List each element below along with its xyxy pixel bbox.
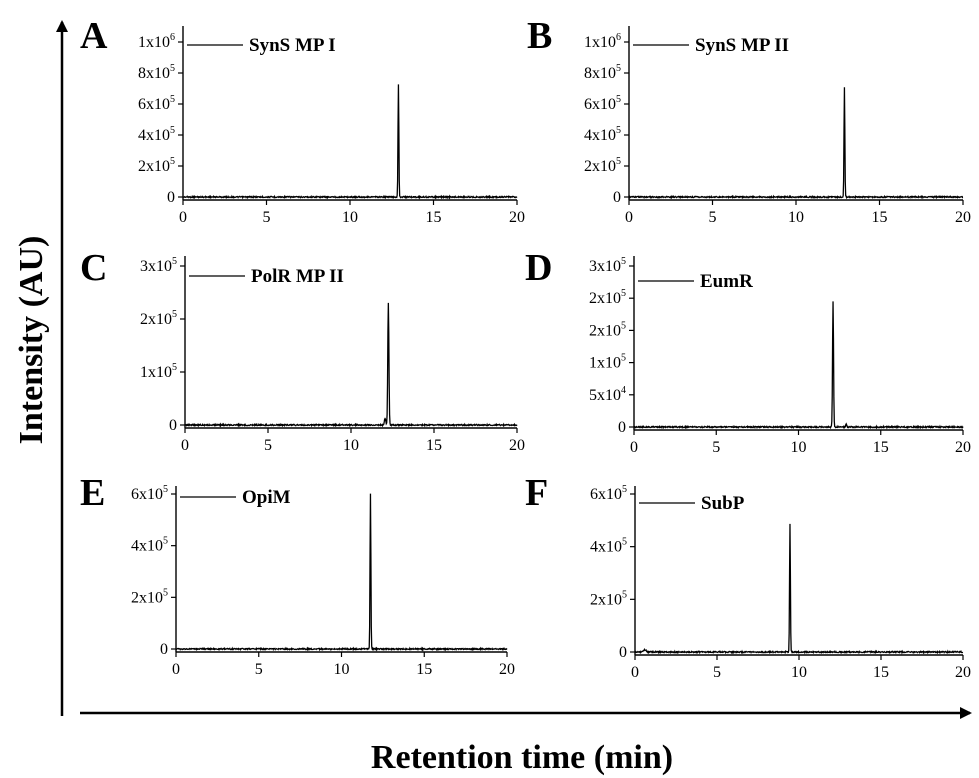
y-tick-label: 6x105 — [584, 94, 621, 113]
y-tick-label: 3x105 — [140, 256, 177, 275]
x-tick-label: 20 — [955, 439, 971, 456]
x-tick-label: 0 — [631, 664, 639, 681]
x-tick-label: 10 — [342, 209, 358, 226]
y-tick-label: 2x105 — [589, 288, 626, 307]
y-tick-label: 1x105 — [589, 353, 626, 372]
x-tick-label: 20 — [509, 209, 525, 226]
x-tick-label: 15 — [426, 437, 442, 454]
x-tick-label: 20 — [955, 209, 971, 226]
y-tick-label: 4x105 — [131, 536, 168, 555]
y-tick-label: 2x105 — [140, 309, 177, 328]
y-tick-label: 0 — [160, 641, 168, 658]
x-tick-label: 0 — [179, 209, 187, 226]
x-tick-label: 10 — [791, 664, 807, 681]
y-tick-label: 4x105 — [138, 125, 175, 144]
y-tick-label: 2x105 — [131, 587, 168, 606]
x-tick-label: 5 — [264, 437, 272, 454]
y-tick-label: 2x105 — [589, 320, 626, 339]
y-tick-label: 3x105 — [589, 256, 626, 275]
x-tick-label: 0 — [630, 439, 638, 456]
x-axis-title: Retention time (min) — [371, 739, 673, 776]
panel-letter: D — [525, 247, 552, 289]
panel-letter: E — [80, 472, 105, 514]
series-label: SynS MP I — [249, 35, 336, 56]
x-tick-label: 5 — [713, 664, 721, 681]
x-tick-label: 20 — [499, 661, 515, 678]
series-label: SubP — [701, 493, 745, 514]
x-tick-label: 0 — [172, 661, 180, 678]
x-tick-label: 10 — [334, 661, 350, 678]
y-tick-label: 6x105 — [590, 484, 627, 503]
x-tick-label: 5 — [255, 661, 263, 678]
x-tick-label: 10 — [343, 437, 359, 454]
y-tick-label: 1x105 — [140, 362, 177, 381]
y-tick-label: 6x105 — [138, 94, 175, 113]
chromatogram-trace — [183, 84, 517, 197]
x-tick-label: 20 — [509, 437, 525, 454]
y-tick-label: 2x105 — [584, 156, 621, 175]
x-tick-label: 0 — [181, 437, 189, 454]
panel-letter: B — [527, 15, 552, 57]
series-label: PolR MP II — [251, 266, 344, 287]
chromatogram-trace — [635, 524, 963, 653]
y-tick-label: 4x105 — [590, 537, 627, 556]
y-tick-label: 0 — [618, 419, 626, 436]
y-tick-label: 1x106 — [584, 32, 621, 51]
x-tick-label: 5 — [712, 439, 720, 456]
y-tick-label: 2x105 — [590, 589, 627, 608]
x-tick-label: 0 — [625, 209, 633, 226]
panel-d: 0 5 10 15 20 0 5x104 1x105 2x105 2x105 3x105 D EumR — [525, 247, 971, 456]
x-tick-label: 15 — [872, 209, 888, 226]
panel-letter: A — [80, 15, 108, 57]
panel-b: 0 5 10 15 20 0 2x105 4x105 6x105 8x105 1x106 B SynS … — [527, 15, 971, 226]
x-tick-label: 10 — [788, 209, 804, 226]
chromatogram-trace — [185, 303, 517, 426]
x-tick-label: 15 — [426, 209, 442, 226]
chromatogram-trace — [629, 87, 963, 197]
y-tick-label: 2x105 — [138, 156, 175, 175]
y-tick-label: 8x105 — [138, 63, 175, 82]
x-tick-label: 20 — [955, 664, 971, 681]
y-tick-label: 6x105 — [131, 484, 168, 503]
panel-c: 0 5 10 15 20 0 1x105 2x105 3x105 C PolR MP II — [80, 247, 525, 454]
chromatogram-trace — [634, 301, 963, 427]
y-tick-label: 1x106 — [138, 32, 175, 51]
panel-letter: C — [80, 247, 107, 289]
panel-letter: F — [525, 472, 548, 514]
y-axis-title: Intensity (AU) — [13, 236, 50, 445]
x-tick-label: 5 — [263, 209, 271, 226]
y-tick-label: 0 — [167, 189, 175, 206]
series-label: EumR — [700, 271, 753, 292]
y-tick-label: 5x104 — [589, 385, 626, 404]
y-tick-label: 0 — [169, 417, 177, 434]
series-label: OpiM — [242, 487, 291, 508]
x-tick-label: 15 — [416, 661, 432, 678]
x-tick-label: 10 — [791, 439, 807, 456]
panels: 0 5 10 15 20 0 2x105 4x105 6x105 8x105 1x106 A SynS … — [80, 15, 971, 681]
y-tick-label: 4x105 — [584, 125, 621, 144]
panel-f: 0 5 10 15 20 0 2x105 4x105 6x105 F SubP — [525, 472, 971, 681]
x-tick-label: 15 — [873, 664, 889, 681]
x-tick-label: 15 — [873, 439, 889, 456]
panel-a: 0 5 10 15 20 0 2x105 4x105 6x105 8x105 1x106 A SynS … — [80, 15, 525, 226]
panel-e: 0 5 10 15 20 0 2x105 4x105 6x105 E OpiM — [80, 472, 515, 678]
x-tick-label: 5 — [709, 209, 717, 226]
chromatogram-trace — [176, 494, 507, 650]
y-tick-label: 0 — [619, 644, 627, 661]
series-label: SynS MP II — [695, 35, 789, 56]
y-tick-label: 0 — [613, 189, 621, 206]
y-tick-label: 8x105 — [584, 63, 621, 82]
